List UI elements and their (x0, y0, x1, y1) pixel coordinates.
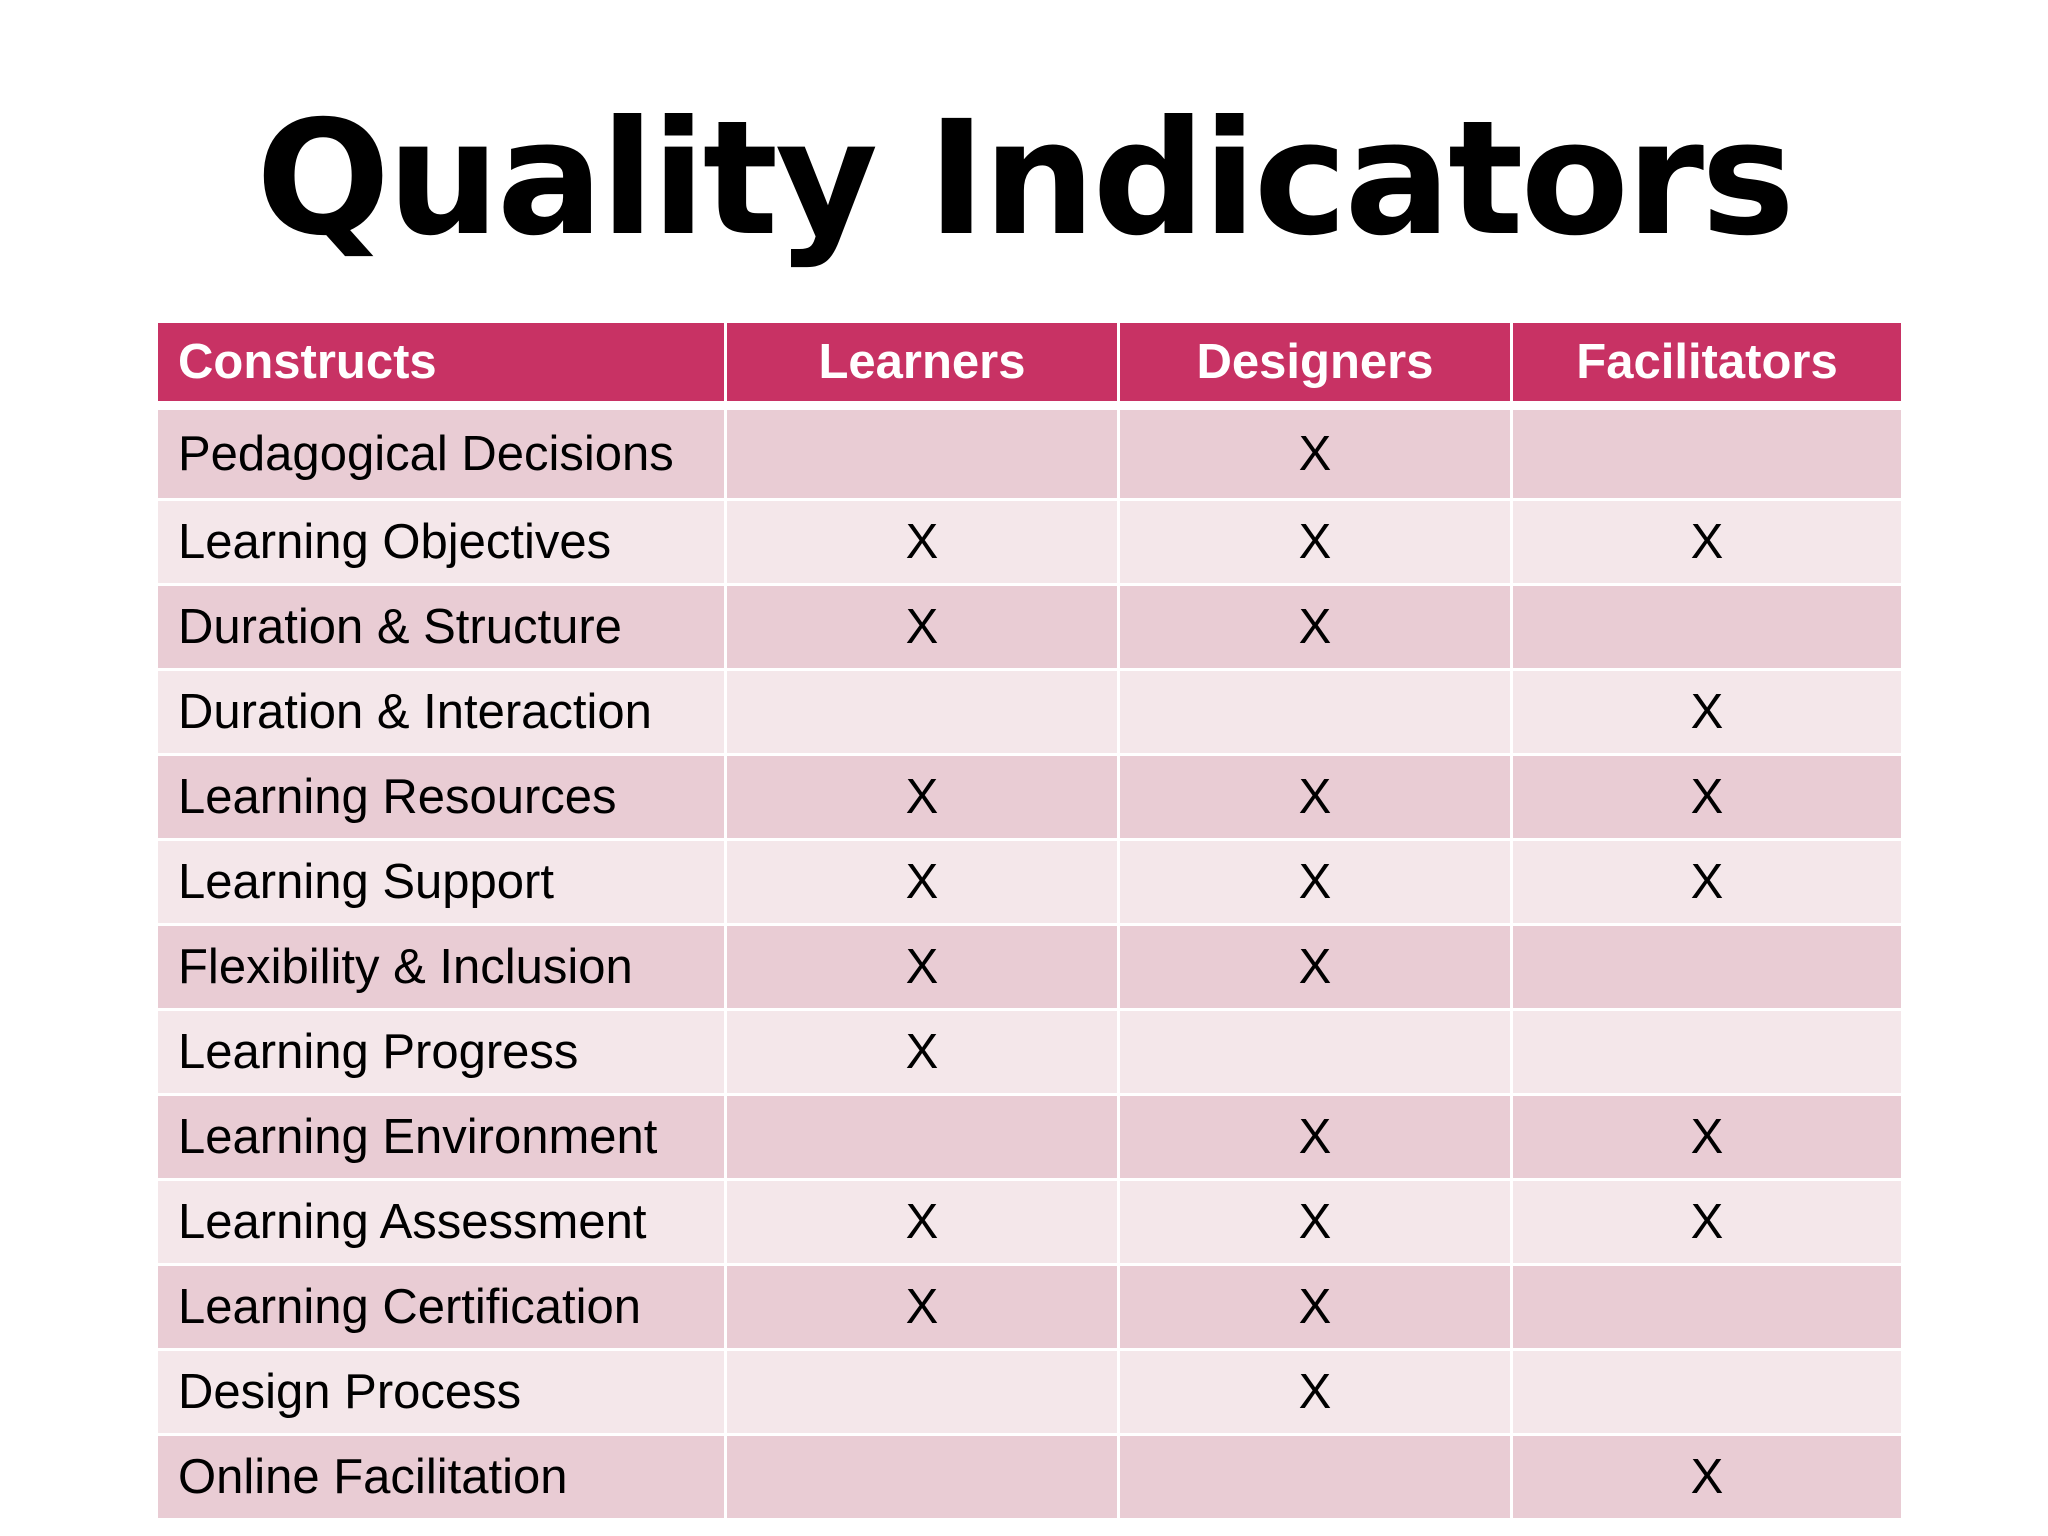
facilitators-cell (1513, 586, 1901, 668)
slide-title: Quality Indicators (255, 87, 1795, 271)
header-constructs: Constructs (158, 323, 724, 407)
facilitators-cell (1513, 1351, 1901, 1433)
facilitators-cell: X (1513, 501, 1901, 583)
table-row: Pedagogical Decisions X (158, 410, 1901, 498)
designers-cell: X (1120, 1266, 1510, 1348)
learners-cell (727, 1351, 1117, 1433)
learners-cell: X (727, 1266, 1117, 1348)
designers-cell: X (1120, 756, 1510, 838)
learners-cell: X (727, 1011, 1117, 1093)
construct-cell: Flexibility & Inclusion (158, 926, 724, 1008)
table-row: Online Facilitation X (158, 1436, 1901, 1518)
facilitators-cell (1513, 926, 1901, 1008)
facilitators-cell: X (1513, 1436, 1901, 1518)
learners-cell (727, 671, 1117, 753)
designers-cell: X (1120, 1181, 1510, 1263)
table-row: Learning Assessment X X X (158, 1181, 1901, 1263)
learners-cell (727, 410, 1117, 498)
facilitators-cell: X (1513, 1181, 1901, 1263)
construct-cell: Learning Resources (158, 756, 724, 838)
designers-cell (1120, 1011, 1510, 1093)
learners-cell (727, 1096, 1117, 1178)
designers-cell (1120, 671, 1510, 753)
learners-cell: X (727, 756, 1117, 838)
construct-cell: Duration & Interaction (158, 671, 724, 753)
designers-cell: X (1120, 501, 1510, 583)
construct-cell: Pedagogical Decisions (158, 410, 724, 498)
facilitators-cell: X (1513, 1096, 1901, 1178)
facilitators-cell (1513, 410, 1901, 498)
construct-cell: Learning Assessment (158, 1181, 724, 1263)
facilitators-cell (1513, 1011, 1901, 1093)
construct-cell: Learning Progress (158, 1011, 724, 1093)
designers-cell: X (1120, 1096, 1510, 1178)
table-row: Learning Resources X X X (158, 756, 1901, 838)
header-learners: Learners (727, 323, 1117, 407)
header-designers: Designers (1120, 323, 1510, 407)
table-row: Learning Certification X X (158, 1266, 1901, 1348)
facilitators-cell: X (1513, 841, 1901, 923)
designers-cell: X (1120, 586, 1510, 668)
designers-cell (1120, 1436, 1510, 1518)
construct-cell: Duration & Structure (158, 586, 724, 668)
table-row: Design Process X (158, 1351, 1901, 1433)
construct-cell: Learning Support (158, 841, 724, 923)
table-row: Duration & Interaction X (158, 671, 1901, 753)
facilitators-cell: X (1513, 756, 1901, 838)
designers-cell: X (1120, 410, 1510, 498)
table-header-row: Constructs Learners Designers Facilitato… (158, 323, 1901, 407)
construct-cell: Learning Objectives (158, 501, 724, 583)
header-facilitators: Facilitators (1513, 323, 1901, 407)
quality-indicators-table: Constructs Learners Designers Facilitato… (155, 320, 1904, 1521)
construct-cell: Learning Environment (158, 1096, 724, 1178)
facilitators-cell: X (1513, 671, 1901, 753)
table-row: Duration & Structure X X (158, 586, 1901, 668)
learners-cell (727, 1436, 1117, 1518)
designers-cell: X (1120, 926, 1510, 1008)
learners-cell: X (727, 501, 1117, 583)
table-row: Learning Progress X (158, 1011, 1901, 1093)
construct-cell: Learning Certification (158, 1266, 724, 1348)
table-row: Learning Objectives X X X (158, 501, 1901, 583)
learners-cell: X (727, 926, 1117, 1008)
designers-cell: X (1120, 1351, 1510, 1433)
table-row: Learning Environment X X (158, 1096, 1901, 1178)
learners-cell: X (727, 1181, 1117, 1263)
learners-cell: X (727, 841, 1117, 923)
facilitators-cell (1513, 1266, 1901, 1348)
table-row: Learning Support X X X (158, 841, 1901, 923)
learners-cell: X (727, 586, 1117, 668)
designers-cell: X (1120, 841, 1510, 923)
table-row: Flexibility & Inclusion X X (158, 926, 1901, 1008)
construct-cell: Online Facilitation (158, 1436, 724, 1518)
construct-cell: Design Process (158, 1351, 724, 1433)
